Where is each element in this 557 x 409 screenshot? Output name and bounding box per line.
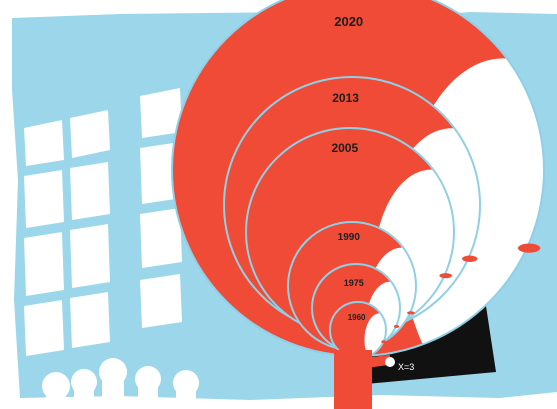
mouth [393, 324, 400, 328]
year-label: 1975 [344, 278, 364, 288]
year-label: 1990 [338, 232, 361, 243]
student-head [99, 358, 127, 409]
blackboard-text: X=3 [398, 362, 414, 372]
student-head [42, 372, 70, 409]
student-head [173, 370, 199, 409]
mouth [381, 340, 387, 344]
head-1960: 1960 [329, 301, 387, 359]
teacher-body [334, 350, 395, 409]
mouth [517, 243, 541, 253]
year-label: 2013 [332, 91, 359, 105]
students [42, 358, 199, 409]
mouth [462, 255, 478, 262]
nested-heads: 2020 2013 2005 1990 1975 1960 [171, 0, 545, 359]
chalk-hand [385, 357, 395, 367]
mouth [439, 273, 452, 279]
mouth [407, 311, 415, 315]
year-label: 2020 [334, 14, 363, 29]
left-window [24, 110, 110, 356]
year-label: 1960 [348, 313, 366, 322]
student-head [71, 369, 97, 409]
student-head [135, 366, 161, 409]
year-label: 2005 [331, 141, 358, 155]
